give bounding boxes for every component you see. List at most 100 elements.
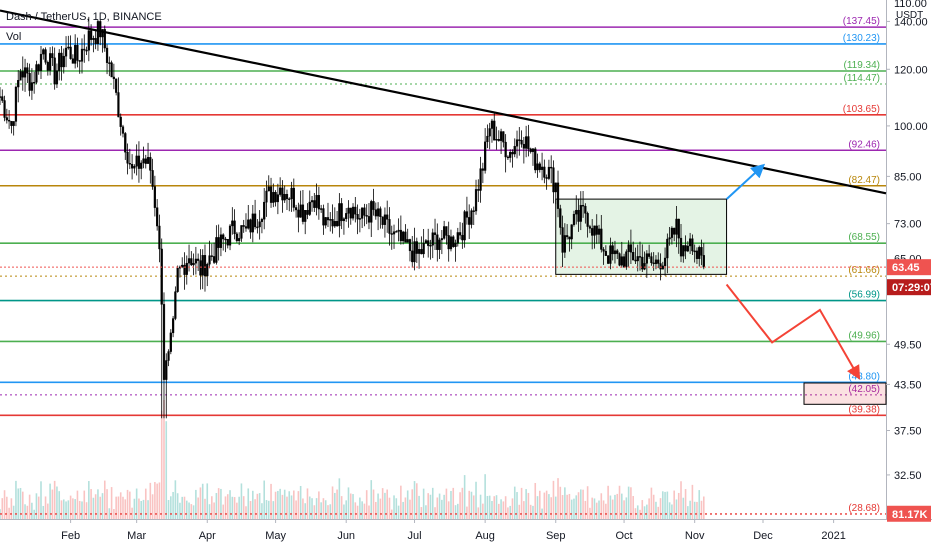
volume-bar (65, 501, 67, 519)
volume-bar (201, 483, 204, 519)
volume-bar (502, 501, 505, 519)
candle-body (652, 262, 655, 265)
candle-body (484, 141, 487, 171)
volume-bar (652, 494, 655, 519)
volume-bar (438, 493, 441, 519)
volume-bar (609, 495, 612, 519)
candle-body (112, 76, 115, 80)
volume-bar (406, 490, 409, 519)
volume-bar (429, 494, 432, 519)
volume-bar (500, 499, 502, 519)
candle-body (440, 238, 443, 241)
candle-body (67, 46, 70, 49)
volume-bar (518, 504, 521, 519)
candle-body (406, 239, 409, 243)
volume-bar (283, 489, 286, 519)
candle-body (33, 82, 36, 84)
candle-body (474, 189, 478, 212)
volume-bar (113, 509, 115, 519)
volume-bar (281, 494, 284, 519)
volume-bar (17, 488, 20, 519)
volume-bar (336, 489, 338, 519)
candle-body (636, 256, 639, 262)
candle-body (338, 203, 341, 227)
candle-body (454, 243, 457, 247)
candle-body (625, 251, 628, 268)
candle-body (481, 168, 484, 171)
volume-bar (598, 500, 600, 519)
volume-badge-text: 81.17K (892, 509, 928, 521)
candle-body (570, 224, 573, 240)
candle-body (534, 148, 537, 171)
volume-bar (623, 500, 625, 519)
candle-body (283, 193, 286, 201)
volume-bar (101, 493, 104, 519)
candle-body (511, 151, 514, 155)
candle-body (670, 227, 674, 238)
candle-body (96, 21, 100, 45)
candle-body (42, 49, 45, 55)
candle-body (363, 207, 366, 216)
volume-bar (400, 485, 402, 519)
candle-body (1, 96, 4, 101)
volume-bar (586, 486, 589, 519)
volume-bar (90, 489, 92, 519)
volume-bar (160, 410, 163, 519)
candle-body (269, 186, 273, 203)
volume-bar (308, 496, 311, 519)
volume-bar (625, 497, 628, 519)
y-tick-label: 85.00 (894, 171, 922, 183)
projection-path (725, 163, 766, 200)
volume-bar (245, 506, 247, 519)
volume-bar (534, 482, 537, 519)
candle-body (493, 120, 496, 141)
candle-body (55, 70, 59, 85)
candle-body (274, 192, 277, 203)
volume-bar (445, 488, 448, 519)
volume-bar (12, 505, 15, 519)
candle-body (650, 256, 653, 264)
candle-body (488, 128, 491, 137)
candle-body (3, 100, 6, 118)
volume-bar (56, 486, 58, 519)
volume-bar (561, 495, 564, 519)
volume-bar (72, 498, 74, 519)
candle-body (167, 351, 170, 361)
volume-bar (359, 497, 361, 519)
candle-body (19, 71, 22, 81)
volume-bar (247, 488, 250, 519)
level-label: (43.80) (848, 371, 880, 382)
volume-bar (94, 494, 97, 519)
candle-body (304, 210, 307, 222)
candle-body (256, 226, 259, 229)
volume-bar (267, 500, 270, 519)
volume-bar (238, 496, 240, 519)
y-tick-label: 49.50 (894, 339, 922, 351)
level-label: (56.99) (848, 290, 880, 301)
candle-body (661, 265, 664, 270)
candle-body (135, 155, 138, 167)
volume-bar (138, 498, 140, 519)
candle-body (429, 245, 432, 247)
currency-label: USDT (896, 10, 923, 21)
candle-body (340, 203, 343, 222)
candle-body (144, 158, 147, 164)
candle-body (222, 234, 225, 240)
volume-bar (249, 501, 252, 519)
level-label: (119.34) (843, 60, 880, 71)
volume-bar (673, 490, 675, 519)
candle-body (80, 48, 84, 62)
level-label: (82.47) (848, 175, 880, 186)
volume-bar (641, 500, 644, 519)
volume-bar (687, 506, 689, 519)
candle-body (14, 86, 18, 122)
candle-body (233, 220, 236, 235)
candle-body (379, 208, 382, 217)
volume-bar (470, 491, 473, 519)
volume-bar (103, 480, 106, 519)
volume-bar (495, 495, 498, 519)
volume-bar (226, 494, 229, 519)
candle-body (322, 208, 325, 226)
candle-body (288, 198, 291, 200)
